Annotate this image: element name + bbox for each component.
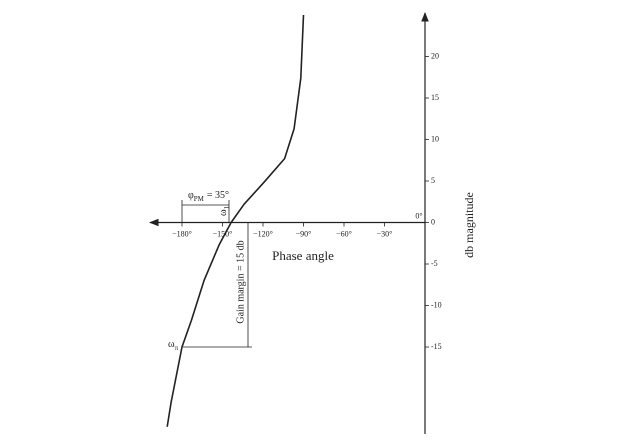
omega-pi-symbol: ω [168,339,175,350]
phase-margin-sub: PM [194,195,205,203]
y-tick-label: -5 [431,259,438,268]
x-axis-label: Phase angle [272,248,334,263]
y-tick-label: -10 [431,300,442,309]
y-axis-label: db magnitude [462,192,476,258]
phase-margin-text: = 35° [207,190,229,201]
omega-1-symbol: ω [218,209,229,216]
x-tick-label: −90° [296,229,312,238]
y-tick-label: -15 [431,342,442,351]
phase-margin-symbol: φ [188,190,194,201]
phase-margin-bracket [181,200,230,222]
curve [166,14,305,427]
gain-margin-label: Gain margin = 15 db [235,240,246,323]
omega-pi-sub: π [175,344,179,352]
x-tick-label: −30° [377,229,393,238]
x-tick-label: −60° [336,229,352,238]
x-tick-label: 0° [415,211,422,220]
x-tick-label: −120° [253,229,273,238]
x-tick-label: −150° [213,229,233,238]
omega-1-label: ω1 [218,205,230,216]
y-tick-label: 15 [431,93,439,102]
x-tick-label: −180° [172,229,192,238]
y-tick-label: 20 [431,51,439,60]
y-tick-label: 10 [431,134,439,143]
y-tick-label: 0 [431,217,435,226]
y-tick-label: 5 [431,176,435,185]
phase-margin-label: φPM = 35° [188,190,229,202]
gain-margin-bracket [183,222,252,348]
omega-pi-label: ωπ [168,339,179,351]
omega-1-sub: 1 [223,205,231,209]
